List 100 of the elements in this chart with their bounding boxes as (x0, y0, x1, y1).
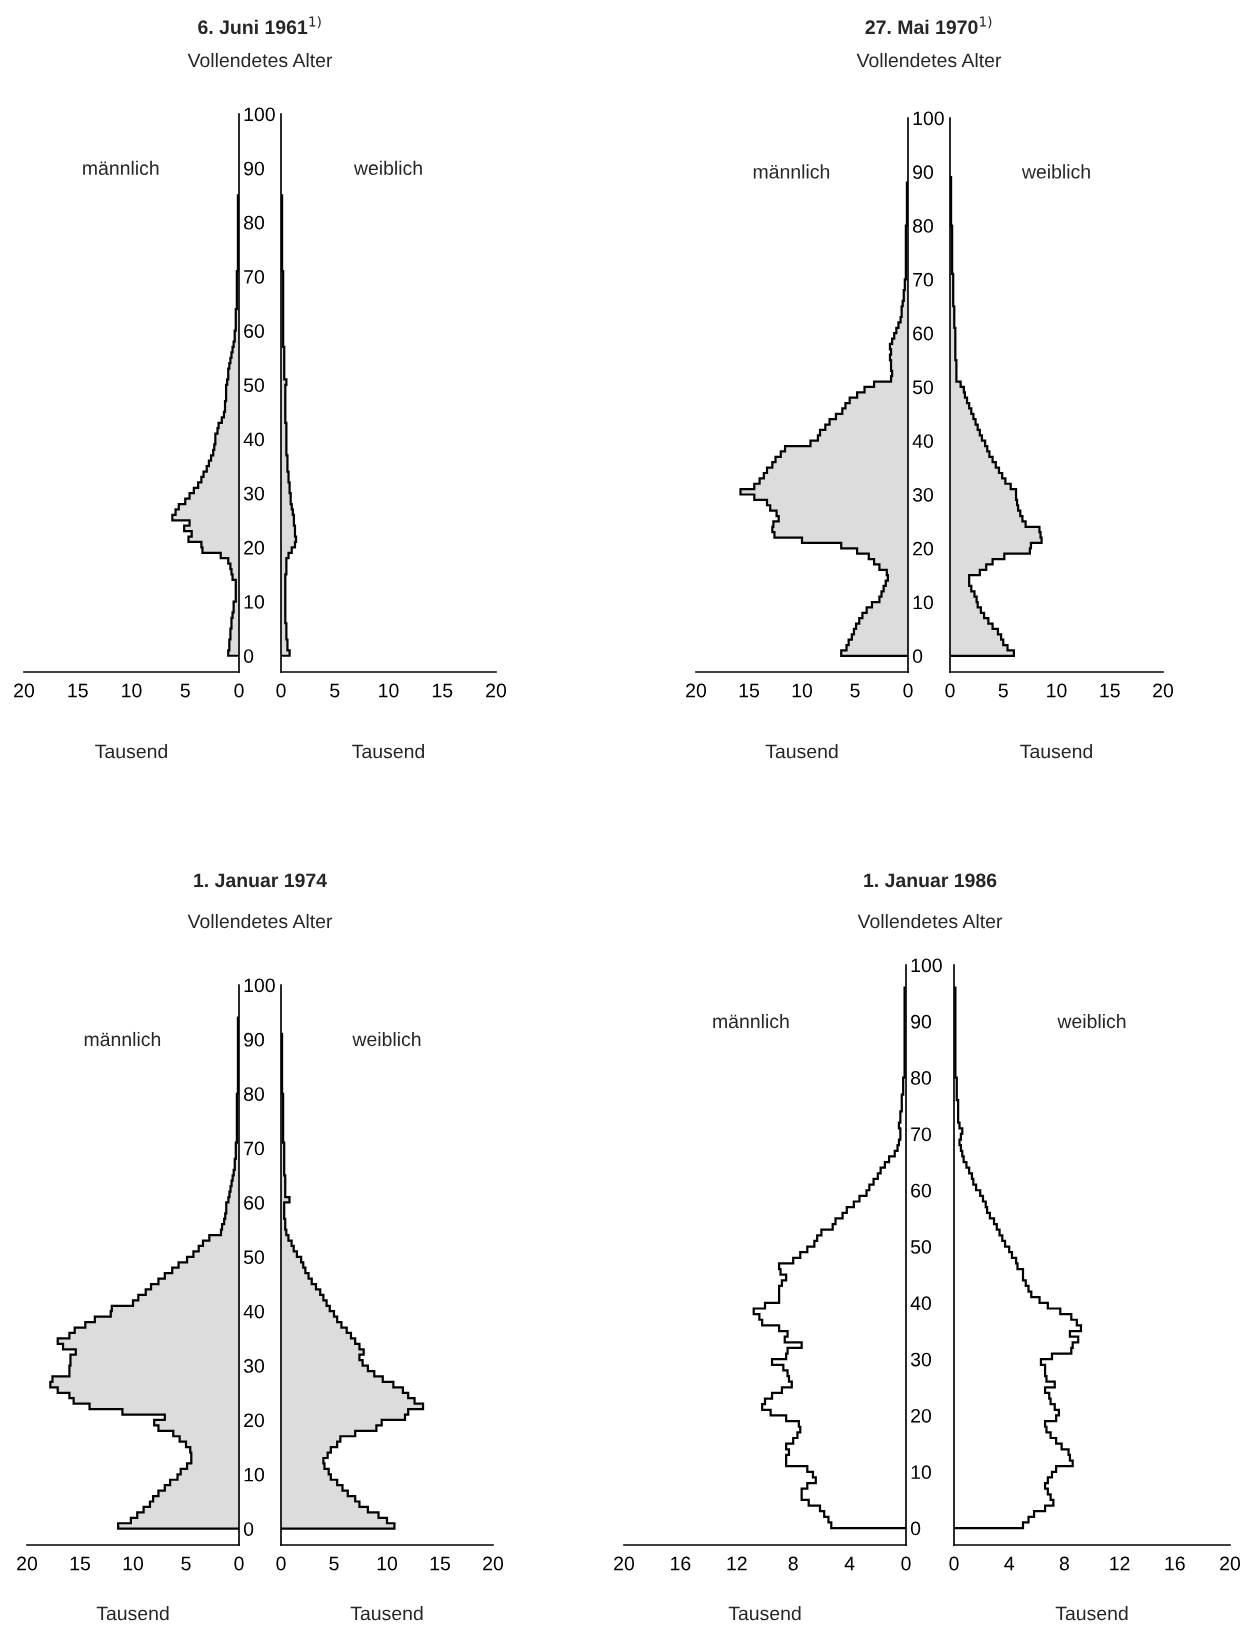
y-tick-label: 90 (244, 161, 265, 176)
y-tick-label: 60 (913, 326, 934, 341)
x-tick-label: 4 (844, 1556, 855, 1571)
x-tick-label: 10 (1047, 683, 1067, 698)
x-axis-title: Tausend (350, 1606, 423, 1621)
x-tick-label: 15 (430, 1556, 450, 1571)
annotation: weiblich (1057, 1013, 1126, 1029)
x-axis-title: Tausend (95, 744, 167, 759)
y-tick-label: 50 (912, 380, 934, 395)
y-tick-label: 0 (912, 649, 923, 664)
y-tick-label: 80 (244, 1087, 265, 1101)
y-axis-title: Vollendetes Alter (857, 913, 1003, 929)
y-tick-label: 100 (244, 107, 275, 122)
x-tick-label: 8 (788, 1556, 798, 1571)
y-tick-label: 80 (244, 215, 265, 230)
y-tick-label: 0 (243, 649, 254, 663)
annotation: männlich (83, 160, 159, 176)
x-axis-title: Tausend (765, 744, 838, 759)
x-tick-label: 15 (1100, 683, 1120, 698)
y-tick-label: 30 (910, 1352, 932, 1367)
y-tick-label: 10 (911, 1465, 932, 1480)
y-tick-label: 60 (244, 1195, 265, 1210)
x-tick-label: 20 (686, 683, 707, 698)
x-tick-label: 20 (14, 683, 35, 698)
y-tick-label: 0 (910, 1521, 921, 1536)
x-tick-label: 15 (70, 1556, 90, 1571)
y-tick-label: 40 (243, 432, 265, 447)
x-tick-label: 20 (17, 1556, 38, 1571)
x-tick-label: 20 (483, 1556, 504, 1571)
y-tick-label: 70 (244, 1141, 265, 1156)
x-tick-label: 15 (739, 683, 759, 698)
x-tick-label: 10 (377, 1556, 398, 1571)
chart-title: 1. Januar 1986 (864, 873, 997, 888)
x-tick-label: 10 (792, 683, 813, 698)
y-tick-label: 30 (243, 486, 265, 501)
x-tick-label: 16 (671, 1556, 691, 1571)
annotation: weiblich (352, 1031, 421, 1047)
y-tick-label: 80 (911, 1071, 932, 1085)
x-axis-title: Tausend (1055, 1606, 1128, 1621)
x-tick-label: 12 (1110, 1556, 1130, 1571)
x-tick-label: 16 (1165, 1556, 1185, 1571)
x-tick-label: 0 (949, 1556, 959, 1571)
x-tick-label: 0 (276, 683, 286, 698)
y-tick-label: 60 (911, 1183, 932, 1198)
y-tick-label: 50 (243, 378, 265, 393)
y-tick-label: 50 (910, 1240, 932, 1254)
y-axis-title: Vollendetes Alter (187, 913, 333, 929)
y-tick-label: 10 (913, 595, 934, 610)
x-tick-label: 8 (1059, 1556, 1069, 1571)
x-tick-label: 5 (850, 683, 860, 698)
y-tick-label: 90 (913, 165, 934, 180)
y-tick-label: 70 (244, 269, 265, 284)
x-tick-label: 5 (330, 683, 340, 698)
x-tick-label: 5 (181, 1556, 191, 1571)
x-axis-title: Tausend (96, 1606, 169, 1621)
y-tick-label: 100 (244, 978, 275, 993)
y-tick-label: 20 (911, 1408, 932, 1423)
y-tick-label: 60 (244, 324, 265, 338)
y-tick-label: 40 (243, 1304, 265, 1319)
x-tick-label: 20 (486, 683, 507, 698)
y-tick-label: 20 (244, 540, 265, 555)
y-tick-label: 90 (911, 1014, 932, 1029)
x-tick-label: 10 (379, 683, 399, 698)
y-tick-label: 10 (244, 595, 265, 609)
x-tick-label: 12 (727, 1556, 747, 1571)
x-tick-label: 5 (180, 683, 190, 698)
x-axis-title: Tausend (352, 744, 424, 759)
x-tick-label: 15 (68, 683, 88, 698)
chart-title: 6. Juni 1961$^{1)}$ (198, 16, 321, 35)
y-tick-label: 70 (911, 1127, 932, 1142)
y-tick-label: 50 (243, 1250, 265, 1265)
x-axis-title: Tausend (1020, 744, 1092, 759)
annotation: weiblich (353, 160, 422, 176)
annotation: männlich (713, 1013, 789, 1029)
y-axis-title: Vollendetes Alter (187, 52, 333, 68)
x-tick-label: 20 (1153, 683, 1174, 698)
y-tick-label: 20 (244, 1413, 265, 1428)
x-tick-label: 5 (998, 683, 1008, 698)
x-tick-label: 20 (1220, 1556, 1241, 1571)
y-axis-title: Vollendetes Alter (856, 52, 1002, 68)
x-axis-title: Tausend (728, 1606, 801, 1621)
x-tick-label: 4 (1004, 1556, 1015, 1571)
y-tick-label: 40 (912, 434, 934, 448)
x-tick-label: 0 (945, 683, 955, 698)
x-tick-label: 0 (276, 1556, 286, 1571)
x-tick-label: 10 (123, 1556, 144, 1571)
x-tick-label: 15 (432, 683, 453, 698)
y-tick-label: 40 (910, 1296, 932, 1311)
y-tick-label: 100 (913, 111, 944, 126)
chart-title: 1. Januar 1974 (194, 873, 327, 888)
annotation: weiblich (1021, 164, 1090, 179)
y-tick-label: 30 (243, 1359, 265, 1373)
y-tick-label: 70 (913, 272, 934, 287)
x-tick-label: 5 (329, 1556, 339, 1571)
x-tick-label: 10 (122, 683, 142, 698)
y-tick-label: 30 (912, 487, 934, 502)
y-tick-label: 20 (913, 541, 934, 556)
x-tick-label: 20 (614, 1556, 635, 1571)
y-tick-label: 0 (243, 1522, 254, 1536)
annotation: männlich (84, 1031, 161, 1047)
